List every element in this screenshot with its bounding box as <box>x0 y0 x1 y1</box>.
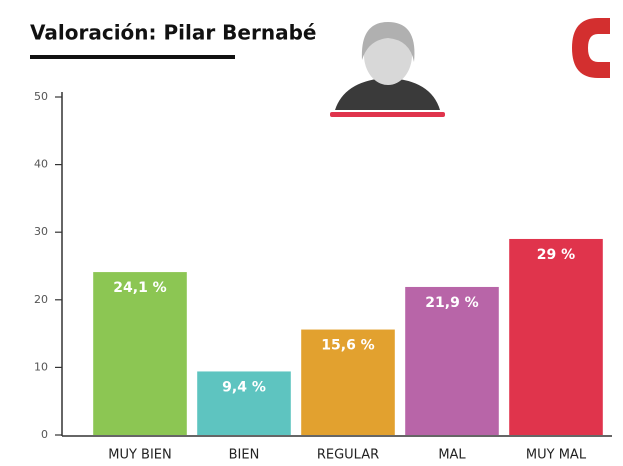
x-tick-label: MUY BIEN <box>108 448 172 463</box>
y-tick-label: 50 <box>34 90 48 103</box>
y-tick-label: 30 <box>34 225 48 238</box>
x-tick-label: MAL <box>438 448 466 463</box>
bar <box>197 371 291 435</box>
logo <box>572 18 610 78</box>
title-underline <box>30 55 235 59</box>
bar <box>301 329 395 435</box>
value-label: 29 % <box>537 247 575 263</box>
y-tick-label: 20 <box>34 293 48 306</box>
x-tick-label: MUY MAL <box>526 448 587 463</box>
y-tick-label: 0 <box>41 428 48 441</box>
value-label: 24,1 % <box>113 280 166 296</box>
y-tick-label: 40 <box>34 158 48 171</box>
value-label: 15,6 % <box>321 338 374 354</box>
portrait <box>330 22 445 117</box>
value-label: 21,9 % <box>425 295 478 311</box>
bar <box>509 238 603 435</box>
y-tick-label: 10 <box>34 360 48 373</box>
value-label: 9,4 % <box>222 379 266 395</box>
x-tick-label: REGULAR <box>317 448 379 463</box>
chart-title: Valoración: Pilar Bernabé <box>30 21 316 45</box>
x-tick-label: BIEN <box>229 448 260 463</box>
bar <box>405 286 499 435</box>
bar <box>93 272 187 435</box>
